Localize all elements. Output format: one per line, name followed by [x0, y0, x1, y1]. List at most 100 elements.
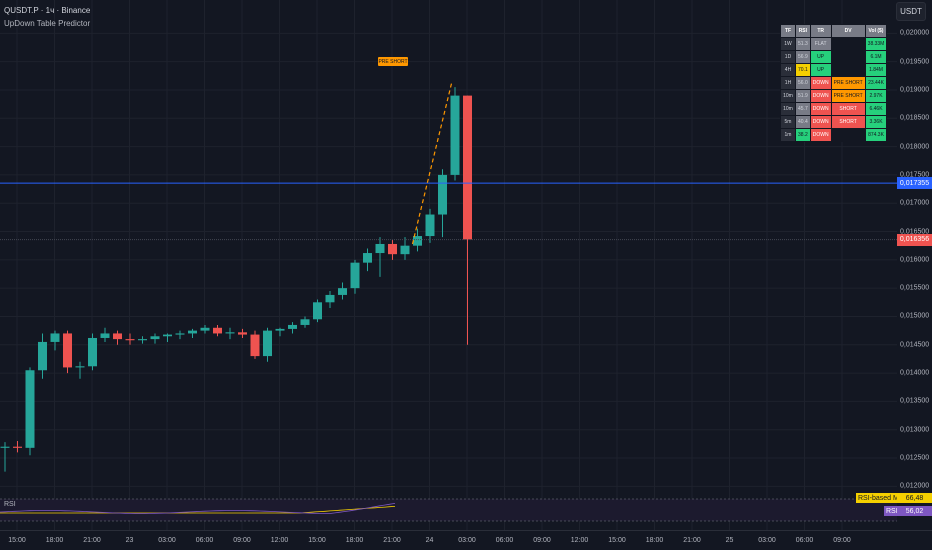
price-tick: 0,012000 [900, 482, 930, 490]
cell-tr: DOWN [809, 115, 832, 129]
price-line-badge: 0,017355 [897, 177, 932, 190]
cell-rsi: 56.9 [795, 50, 811, 64]
chart-overlays [0, 81, 897, 245]
cell-tr: DOWN [809, 128, 832, 142]
candle-body [150, 336, 160, 340]
candle-body [13, 446, 22, 448]
rsi-value: 56,02 [905, 507, 924, 515]
cell-rsi: 45.7 [795, 102, 811, 116]
candle-body [350, 262, 360, 289]
candle-body [163, 334, 172, 337]
symbol-title[interactable]: QUSDT.P · 1ч · Binance [4, 6, 91, 15]
table-row: 1D 56.9 UP 6.1M [780, 50, 888, 64]
cell-dv: PRE SHORT [830, 89, 866, 103]
time-tick: 21:00 [383, 537, 401, 544]
price-tick: 0,018500 [900, 114, 930, 122]
price-tick: 0,012500 [900, 454, 930, 462]
current-price-badge: 0,016356 [897, 233, 932, 246]
rsi-ma-value-badge: 66,48 [897, 493, 932, 503]
time-tick: 09:00 [233, 537, 251, 544]
header-tf: TF [780, 24, 796, 38]
candle-body [50, 333, 60, 342]
cell-tf: 1D [780, 50, 796, 64]
cell-dv: PRE SHORT [830, 76, 866, 90]
cell-tr: UP [809, 63, 832, 77]
price-tick: 0,018000 [900, 143, 930, 151]
price-tick: 0,016000 [900, 256, 930, 264]
cell-dv [830, 37, 866, 51]
candle-body [325, 294, 335, 303]
candle-body [200, 327, 210, 331]
rsi-pane-title[interactable]: RSI [4, 501, 16, 508]
currency-button[interactable]: USDT [896, 2, 926, 21]
price-tick: 0,017000 [900, 199, 930, 207]
table-row: 5m 40.4 DOWN SHORT 3.36K [780, 115, 888, 129]
time-tick: 15:00 [308, 537, 326, 544]
time-tick: 21:00 [83, 537, 101, 544]
cell-dv: SHORT [830, 102, 866, 116]
cell-tr: DOWN [809, 76, 832, 90]
cell-tr: DOWN [809, 89, 832, 103]
time-tick: 03:00 [458, 537, 476, 544]
cell-dv [830, 63, 866, 77]
price-axis[interactable]: 0,020000 0,019500 0,019000 0,018500 0,018000… [897, 0, 932, 530]
time-tick: 06:00 [495, 537, 514, 544]
candle-body [438, 174, 447, 215]
time-axis[interactable]: 15:00 18:00 21:00 23 03:00 06:00 09:00 12:00 15:… [0, 530, 932, 550]
cell-tr: FLAT [809, 37, 832, 51]
candle-body [288, 324, 297, 329]
cell-vol: 6.46K [864, 102, 888, 116]
cell-dv [830, 50, 866, 64]
candle-body [225, 332, 235, 334]
candle-body [338, 288, 347, 295]
chart-legend: QUSDT.P · 1ч · Binance UpDown Table Pred… [4, 4, 90, 30]
time-tick: 15:00 [8, 537, 26, 544]
candle-body [450, 95, 460, 175]
candle-body [400, 245, 410, 255]
table-row: 1W 51.3 FLAT 38.33M [780, 37, 888, 51]
time-tick: 18:00 [645, 537, 664, 544]
time-tick: 18:00 [45, 537, 64, 544]
indicator-title[interactable]: UpDown Table Predictor [4, 19, 91, 28]
candle-body [238, 332, 247, 335]
cell-vol: 874.3K [864, 128, 888, 142]
time-tick: 23 [125, 537, 134, 544]
candle-body [75, 366, 85, 368]
candle-body [188, 330, 197, 334]
candle-body [425, 214, 435, 237]
candle-body [250, 334, 260, 357]
cell-tf: 10m [780, 102, 796, 116]
candle-body [175, 333, 185, 335]
table-row: 10m 45.7 DOWN SHORT 6.46K [780, 102, 888, 116]
cell-vol: 23.44K [864, 76, 888, 90]
time-tick: 25 [725, 537, 734, 544]
cell-tf: 10m [780, 89, 796, 103]
rsi-value-badge: 56,02 [897, 506, 932, 516]
cell-vol: 2.97K [864, 89, 888, 103]
candle-body [375, 243, 385, 254]
cell-tf: 1m [780, 128, 796, 142]
cell-rsi: 38.2 [795, 128, 811, 142]
time-tick: 09:00 [833, 537, 851, 544]
candle-body [0, 446, 10, 448]
header-dv: DV [830, 24, 866, 38]
cell-tr: UP [809, 50, 832, 64]
time-tick: 12:00 [570, 537, 589, 544]
price-tick: 0,013500 [900, 397, 930, 405]
price-tick: 0,016500 [900, 228, 930, 236]
price-tick: 0,019000 [900, 86, 930, 94]
rsi-ma-label: RSI-based MA [858, 494, 904, 502]
candle-body [25, 370, 35, 448]
cell-vol: 6.1M [864, 50, 888, 64]
rsi-line [0, 503, 396, 514]
cell-dv [830, 128, 866, 142]
candle-body [275, 328, 285, 331]
cell-rsi: 51.3 [795, 37, 811, 51]
rsi-ma-line [0, 506, 396, 514]
price-tick: 0,014000 [900, 369, 930, 377]
pre-short-signal-label: PRE SHORT [378, 57, 408, 66]
time-tick: 15:00 [608, 537, 626, 544]
chart-grid [0, 0, 897, 530]
